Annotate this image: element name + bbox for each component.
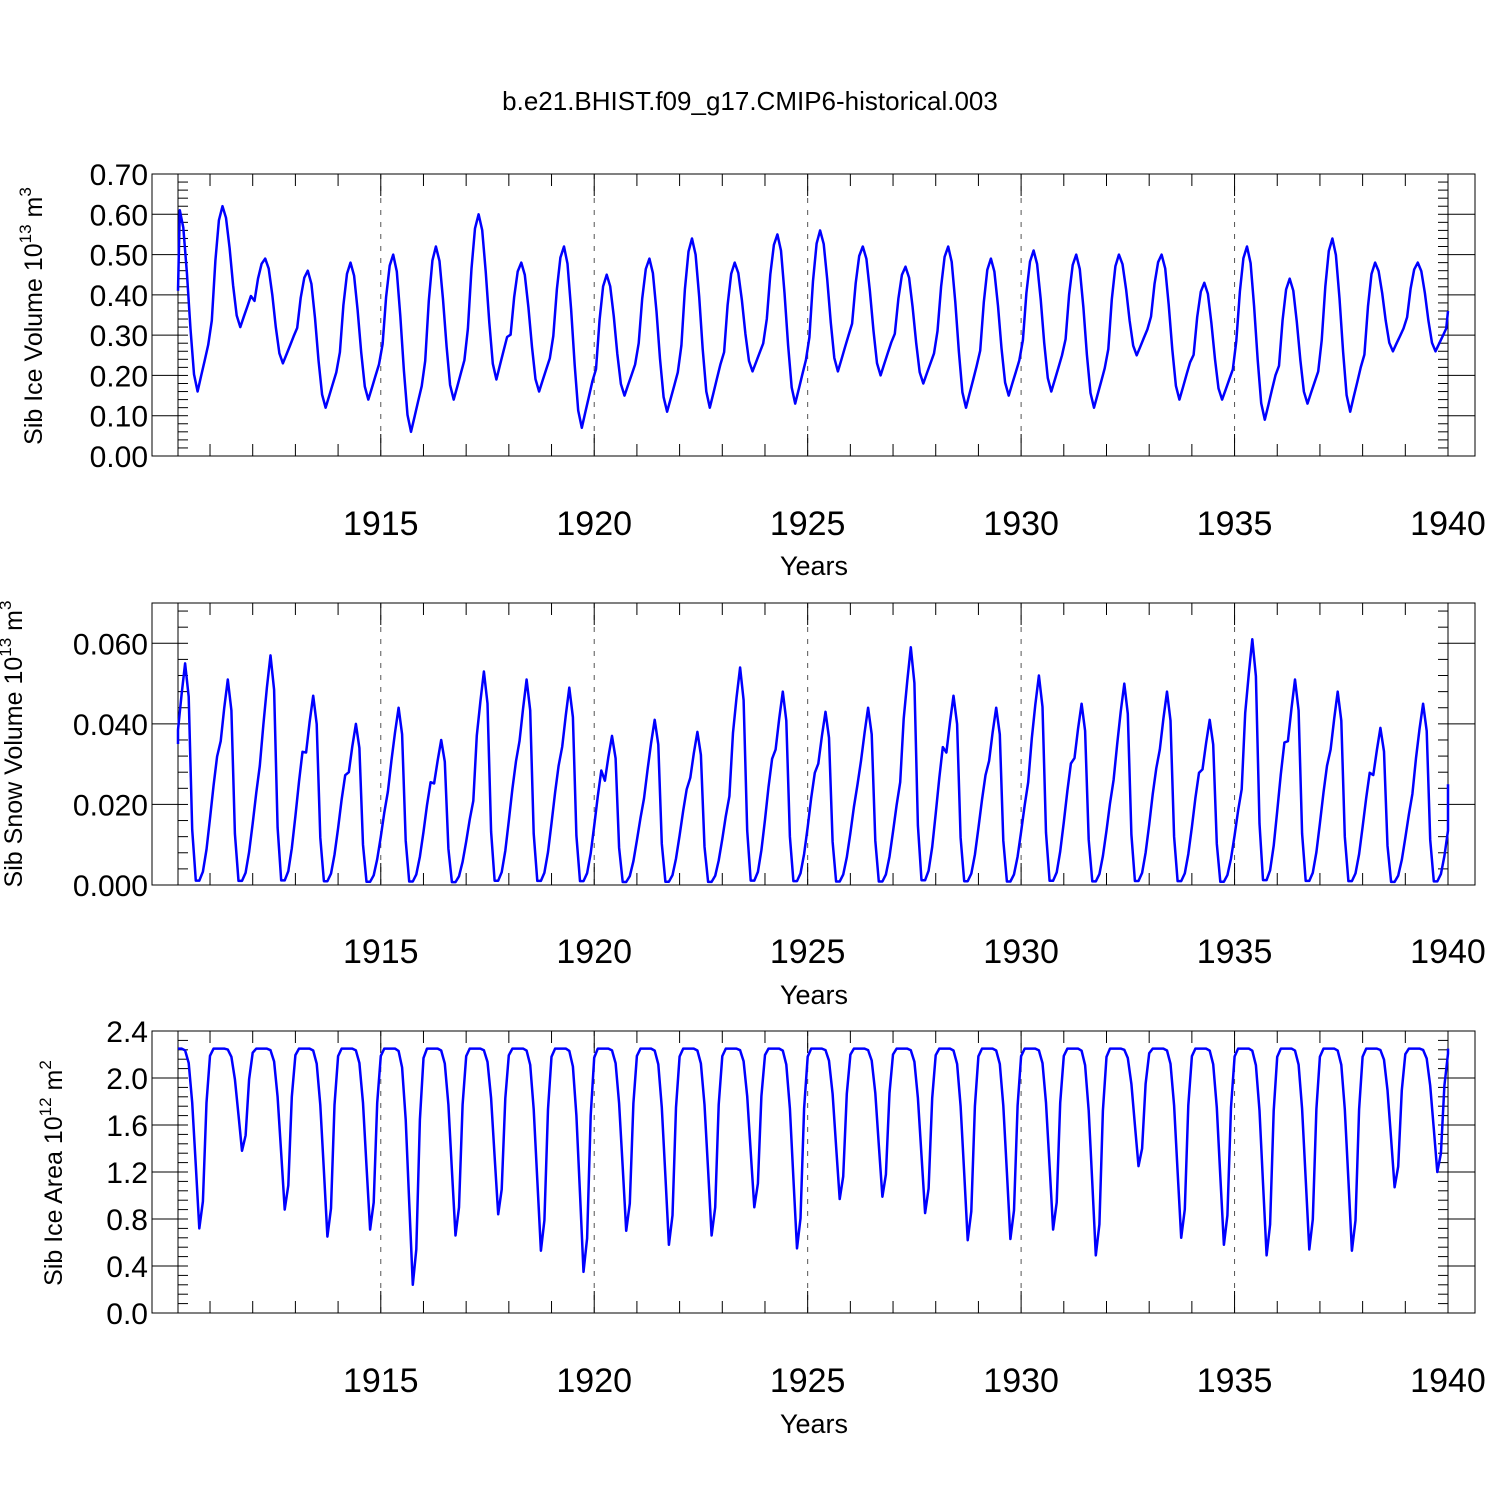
y-tick-label: 0.50	[90, 240, 148, 273]
series-line	[176, 204, 1450, 434]
y-tick-label: 0.40	[90, 280, 148, 313]
y-tick-label: 2.4	[106, 1016, 148, 1049]
series-line	[178, 1047, 1450, 1287]
snow-volume-panel: Years Sib Snow Volume 1013 m3 0.000 0.020…	[0, 601, 1486, 1010]
x-tick-label: 1915	[343, 505, 419, 543]
y-tick-label: 0.0	[106, 1298, 148, 1331]
x-tick-label: 1915	[343, 1362, 419, 1400]
x-axis-label: Years	[780, 980, 848, 1010]
y-tick-label: 0.60	[90, 199, 148, 232]
y-tick-label: 0.060	[73, 628, 148, 661]
ice-area-panel: Years Sib Ice Area 1012 m2 0.0 0.4 0.8 1.2 1…	[36, 1016, 1486, 1439]
x-axis-label: Years	[780, 1409, 848, 1439]
y-tick-label: 0.10	[90, 401, 148, 434]
y-axis-label: Sib Snow Volume 1013 m3	[0, 601, 28, 888]
y-axis-label: Sib Ice Area 1012 m2	[36, 1060, 68, 1286]
y-tick-label: 0.30	[90, 320, 148, 353]
x-tick-label: 1935	[1197, 1362, 1273, 1400]
figure-title: b.e21.BHIST.f09_g17.CMIP6-historical.003	[502, 86, 998, 116]
y-tick-label: 0.8	[106, 1204, 148, 1237]
y-tick-label: 0.00	[90, 441, 148, 474]
x-tick-label: 1935	[1197, 933, 1273, 971]
x-tick-label: 1930	[983, 505, 1059, 543]
x-tick-label: 1915	[343, 933, 419, 971]
x-tick-label: 1940	[1410, 933, 1486, 971]
y-tick-label: 1.2	[106, 1157, 148, 1190]
y-tick-label: 0.020	[73, 789, 148, 822]
y-axis-label: Sib Ice Volume 1013 m3	[16, 187, 48, 445]
y-tick-label: 0.4	[106, 1251, 148, 1284]
x-tick-label: 1925	[770, 505, 846, 543]
y-tick-label: 0.040	[73, 709, 148, 742]
x-tick-label: 1935	[1197, 505, 1273, 543]
x-tick-label: 1940	[1410, 505, 1486, 543]
x-tick-label: 1920	[556, 505, 632, 543]
y-tick-label: 0.20	[90, 360, 148, 393]
series-line	[176, 638, 1450, 884]
x-axis-label: Years	[780, 551, 848, 581]
plot-frame	[151, 173, 1476, 457]
x-tick-label: 1920	[556, 933, 632, 971]
x-tick-label: 1930	[983, 1362, 1059, 1400]
y-tick-label: 0.000	[73, 870, 148, 903]
x-tick-label: 1925	[770, 1362, 846, 1400]
y-tick-label: 1.6	[106, 1110, 148, 1143]
x-tick-label: 1925	[770, 933, 846, 971]
y-tick-label: 2.0	[106, 1063, 148, 1096]
y-tick-label: 0.70	[90, 159, 148, 192]
x-tick-label: 1940	[1410, 1362, 1486, 1400]
x-tick-label: 1920	[556, 1362, 632, 1400]
plot-frame	[151, 602, 1476, 886]
x-tick-label: 1930	[983, 933, 1059, 971]
ice-volume-panel: Years Sib Ice Volume 1013 m3 0.00 0.10 0.2…	[16, 159, 1486, 581]
